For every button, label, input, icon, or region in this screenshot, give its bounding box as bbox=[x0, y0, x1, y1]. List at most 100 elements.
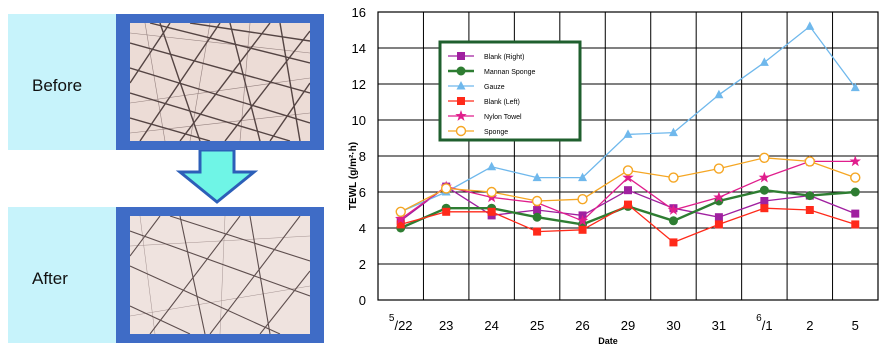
x-tick-label: 6/1 bbox=[756, 313, 772, 333]
legend-marker bbox=[455, 125, 467, 137]
x-tick-label: 26 bbox=[575, 318, 589, 333]
data-point bbox=[486, 186, 497, 198]
before-skin-photo bbox=[116, 14, 324, 150]
x-tick-label: 29 bbox=[621, 318, 635, 333]
data-point bbox=[760, 197, 769, 205]
data-point bbox=[759, 57, 769, 66]
data-point bbox=[440, 183, 452, 194]
data-point bbox=[850, 82, 860, 92]
x-tick-label: 24 bbox=[484, 318, 498, 333]
legend-marker bbox=[456, 81, 466, 90]
data-point bbox=[667, 204, 680, 215]
before-label: Before bbox=[32, 76, 83, 95]
data-point bbox=[713, 191, 725, 203]
x-tick-label: 2 bbox=[806, 318, 813, 333]
data-point bbox=[850, 187, 860, 197]
data-point bbox=[395, 206, 406, 218]
y-tick-label: 8 bbox=[359, 149, 366, 164]
x-tick-label: 25 bbox=[530, 318, 544, 333]
legend-marker bbox=[455, 110, 467, 121]
y-tick-label: 16 bbox=[352, 5, 366, 20]
y-tick-label: 2 bbox=[359, 257, 366, 272]
series-sponge bbox=[395, 152, 861, 218]
data-point bbox=[713, 163, 725, 174]
data-point bbox=[532, 212, 542, 222]
legend-entry: Blank (Left) bbox=[448, 97, 520, 106]
data-point bbox=[760, 204, 769, 213]
data-point bbox=[623, 129, 633, 138]
data-point bbox=[532, 172, 542, 182]
data-point bbox=[668, 216, 678, 226]
data-point bbox=[624, 186, 632, 195]
y-tick-label: 12 bbox=[352, 77, 366, 92]
y-tick-label: 10 bbox=[352, 113, 366, 128]
data-point bbox=[533, 206, 542, 214]
data-point bbox=[851, 209, 860, 218]
data-point bbox=[622, 165, 634, 176]
data-point bbox=[851, 220, 860, 229]
chart-legend: Blank (Right) Mannan Sponge Gauze Blank (Le… bbox=[438, 40, 582, 142]
data-point bbox=[805, 206, 814, 214]
data-point bbox=[624, 200, 632, 209]
data-point bbox=[758, 171, 771, 183]
legend-label: Gauze bbox=[484, 84, 505, 91]
legend-entry: Gauze bbox=[448, 81, 505, 91]
data-point bbox=[714, 220, 723, 229]
x-axis-label: Date bbox=[598, 336, 618, 346]
data-point bbox=[576, 214, 589, 226]
series-blank-left bbox=[396, 200, 860, 247]
data-point bbox=[622, 171, 634, 183]
legend-label: Mannan Sponge bbox=[484, 69, 535, 76]
data-point bbox=[578, 172, 588, 182]
after-panel: After bbox=[8, 207, 324, 343]
plot-frame bbox=[377, 11, 879, 301]
y-tick-label: 4 bbox=[359, 221, 366, 236]
legend-entry: Nylon Towel bbox=[448, 110, 522, 121]
x-tick-label: 31 bbox=[712, 318, 726, 333]
data-point bbox=[487, 161, 497, 171]
legend-entry: Mannan Sponge bbox=[448, 66, 535, 76]
data-point bbox=[714, 89, 724, 99]
y-tick-label: 0 bbox=[359, 293, 366, 308]
data-point bbox=[578, 225, 587, 234]
data-point bbox=[487, 207, 496, 216]
x-tick-label: 5/22 bbox=[389, 313, 413, 333]
data-point bbox=[850, 172, 861, 183]
data-point bbox=[759, 152, 770, 164]
y-tick-label: 6 bbox=[359, 185, 366, 200]
data-point bbox=[805, 21, 815, 30]
legend-label: Nylon Towel bbox=[484, 114, 522, 121]
data-point bbox=[849, 155, 861, 167]
x-tick-label: 23 bbox=[439, 318, 453, 333]
legend-marker bbox=[456, 66, 466, 76]
y-axis-label: TEWL (g/m²·h) bbox=[348, 142, 359, 210]
legend-marker bbox=[457, 97, 465, 105]
x-tick-label: 30 bbox=[666, 318, 680, 333]
after-label: After bbox=[32, 269, 68, 288]
legend-entry: Blank (Right) bbox=[448, 52, 524, 61]
data-point bbox=[395, 213, 407, 224]
data-point bbox=[669, 238, 678, 247]
data-point bbox=[759, 185, 769, 195]
data-point bbox=[714, 213, 723, 222]
after-skin-photo bbox=[116, 207, 324, 343]
data-point bbox=[668, 172, 679, 183]
legend-label: Sponge bbox=[484, 129, 508, 136]
before-panel: Before bbox=[8, 14, 324, 150]
down-arrow-icon bbox=[175, 150, 259, 204]
data-point bbox=[804, 156, 816, 167]
data-point bbox=[668, 127, 678, 137]
data-point bbox=[442, 207, 451, 216]
x-tick-label: 5 bbox=[852, 318, 859, 333]
legend-label: Blank (Right) bbox=[484, 54, 524, 61]
data-point bbox=[805, 191, 815, 201]
y-tick-label: 14 bbox=[352, 41, 366, 56]
data-point bbox=[533, 227, 542, 236]
legend-entry: Sponge bbox=[448, 125, 508, 137]
data-point bbox=[396, 220, 405, 229]
data-point bbox=[531, 195, 543, 207]
data-point bbox=[577, 193, 588, 205]
chart-series bbox=[395, 21, 861, 247]
legend-marker bbox=[457, 52, 465, 60]
